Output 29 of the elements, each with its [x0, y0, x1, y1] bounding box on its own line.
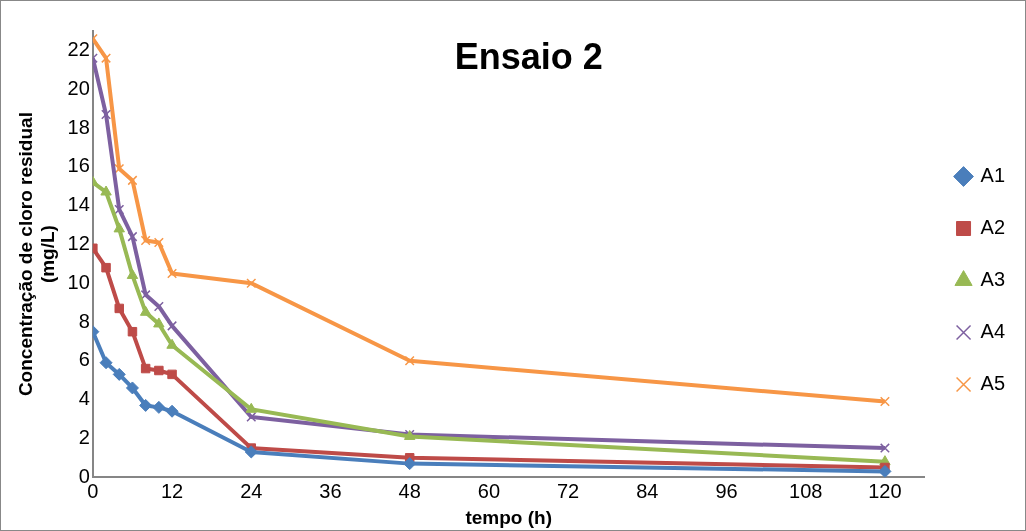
- y-tick-label: 2: [78, 425, 90, 448]
- y-tick-label: 12: [67, 231, 90, 254]
- y-tick-label: 4: [78, 387, 90, 410]
- legend-label: A2: [980, 216, 1006, 239]
- y-tick-label: 6: [78, 348, 90, 371]
- legend-label: A3: [980, 268, 1006, 291]
- x-tick-label: 120: [868, 479, 902, 502]
- chart-title: Ensaio 2: [454, 35, 603, 77]
- y-tick-label: 20: [67, 76, 90, 99]
- x-tick-label: 36: [319, 479, 342, 502]
- y-tick-label: 10: [67, 270, 90, 293]
- x-tick-label: 60: [477, 479, 501, 502]
- x-tick-label: 12: [160, 479, 184, 502]
- legend-label: A5: [980, 372, 1006, 395]
- legend-label: A4: [980, 320, 1006, 343]
- y-tick-label: 16: [67, 154, 90, 177]
- legend-label: A1: [980, 164, 1006, 187]
- x-tick-label: 24: [240, 479, 263, 502]
- y-tick-label: 22: [67, 37, 90, 60]
- y-axis-title: Concentração de cloro residual (mg/L): [14, 112, 59, 397]
- y-tick-label: 14: [67, 193, 90, 216]
- y-tick-label: 18: [67, 115, 90, 138]
- x-tick-label: 96: [715, 479, 738, 502]
- y-tick-label: 8: [78, 309, 90, 332]
- x-axis-title: tempo (h): [465, 506, 552, 528]
- x-tick-label: 48: [398, 479, 421, 502]
- x-tick-label: 72: [556, 479, 580, 502]
- x-tick-label: 108: [789, 479, 823, 502]
- x-tick-label: 84: [636, 479, 659, 502]
